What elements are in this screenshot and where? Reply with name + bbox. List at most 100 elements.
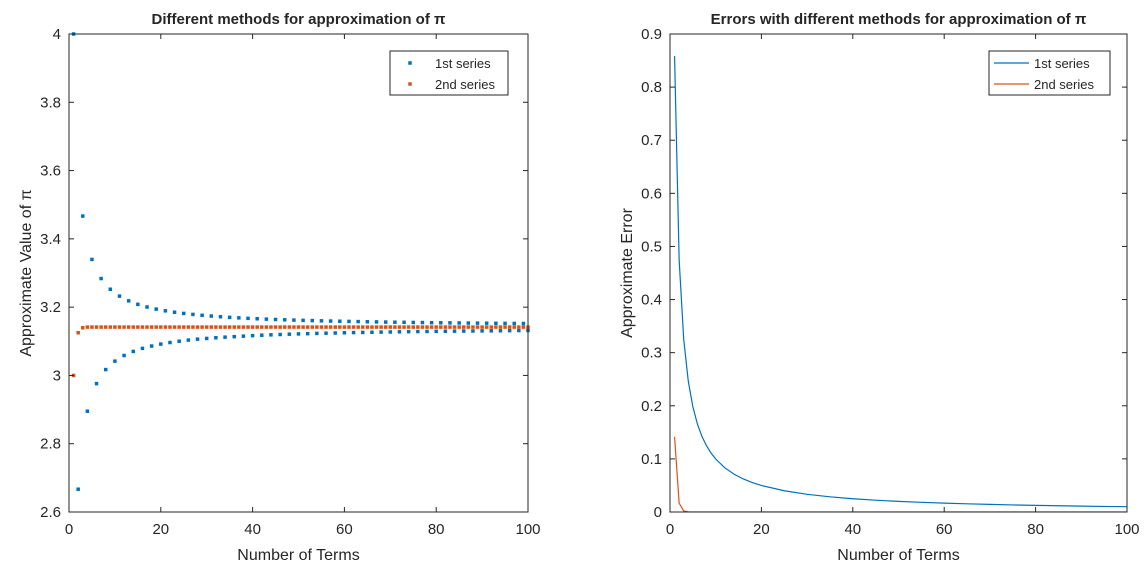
left-chart-series-1-point bbox=[145, 305, 149, 309]
left-chart-series-2-point bbox=[200, 325, 204, 329]
left-chart-series-2-point bbox=[237, 325, 241, 329]
left-chart-series-2-point bbox=[154, 325, 158, 329]
left-chart-series-1-point bbox=[168, 340, 172, 345]
left-chart-title: Different methods for approximation of π bbox=[152, 11, 447, 28]
right-chart-legend-label-2: 2nd series bbox=[1034, 77, 1094, 92]
left-chart-series-2-point bbox=[328, 325, 333, 329]
right-chart-y-tick-label: 0.5 bbox=[641, 238, 662, 255]
left-chart-series-2-point bbox=[370, 325, 374, 329]
right-chart-title: Errors with different methods for approx… bbox=[711, 11, 1087, 28]
right-chart-x-tick-label: 40 bbox=[844, 521, 861, 538]
left-chart-series-2-point bbox=[351, 325, 356, 329]
left-chart-series-2-point bbox=[383, 325, 388, 329]
left-chart-series-2-point bbox=[85, 325, 90, 329]
left-chart-series-2-point bbox=[172, 325, 177, 329]
left-chart-series-2-point bbox=[269, 325, 273, 329]
left-chart-series-2-point bbox=[305, 325, 310, 329]
left-chart-series-1-point bbox=[420, 320, 425, 325]
left-chart-series-2-point bbox=[195, 325, 200, 329]
left-chart-series-2-point bbox=[108, 325, 113, 329]
left-chart-series-1-point bbox=[503, 321, 507, 326]
left-chart-series-1-point bbox=[296, 332, 301, 336]
left-chart-series-2-point bbox=[126, 325, 131, 329]
left-chart-series-2-point bbox=[209, 325, 214, 329]
left-chart-y-axis-label: Approximate Value of π bbox=[18, 189, 35, 356]
left-chart-series-1-point bbox=[315, 331, 319, 336]
left-chart-series-1-point bbox=[76, 487, 80, 491]
left-chart-series-1-point bbox=[81, 214, 85, 218]
right-chart-y-tick-label: 0.9 bbox=[641, 26, 662, 43]
left-chart-series-1-point bbox=[278, 332, 282, 337]
left-chart-series-2-point bbox=[214, 325, 218, 329]
left-chart-series-2-point bbox=[517, 325, 521, 329]
left-chart-series-2-point bbox=[218, 325, 223, 329]
left-chart-plot-area bbox=[71, 32, 530, 491]
left-chart-series-1-point bbox=[204, 336, 209, 341]
left-chart-series-1-point bbox=[484, 321, 489, 325]
right-chart-y-tick-label: 0.7 bbox=[641, 132, 662, 149]
left-chart-series-2-point bbox=[177, 325, 181, 329]
left-chart-series-1-point bbox=[374, 320, 379, 324]
left-chart-series-2-point bbox=[90, 325, 94, 329]
left-chart-series-1-point bbox=[126, 299, 131, 303]
left-chart-series-1-point bbox=[214, 336, 218, 340]
right-chart-series-2 bbox=[673, 436, 1127, 512]
left-chart-series-1-point bbox=[521, 321, 526, 326]
left-chart-series-2-point bbox=[145, 325, 149, 329]
left-chart-series-1-point bbox=[452, 329, 457, 333]
left-chart-series-1-point bbox=[356, 319, 360, 324]
left-chart-series-2-point bbox=[388, 325, 393, 329]
left-chart-series-2-point bbox=[521, 325, 526, 329]
left-chart-legend-marker-2 bbox=[408, 82, 412, 86]
left-chart-series-2-point bbox=[342, 325, 347, 329]
left-chart-series-1-point bbox=[471, 329, 475, 333]
left-chart-series-2-point bbox=[475, 325, 480, 329]
left-chart-series-1-point bbox=[99, 276, 103, 281]
left-chart-series-2-point bbox=[402, 325, 406, 329]
left-chart-series-1-point bbox=[163, 309, 168, 313]
right-chart-y-tick-label: 0.4 bbox=[641, 292, 662, 309]
left-chart-series-2-point bbox=[94, 325, 99, 329]
left-chart-series-2-point bbox=[434, 325, 438, 329]
left-chart-series-2-point bbox=[140, 325, 145, 329]
left-chart-series-2-point bbox=[223, 325, 227, 329]
left-chart-series-1-point bbox=[443, 329, 448, 333]
right-chart-legend-label-1: 1st series bbox=[1034, 56, 1090, 71]
left-chart-series-2-point bbox=[333, 325, 337, 329]
left-chart-series-1-point bbox=[411, 320, 415, 325]
left-chart-series-2-point bbox=[159, 325, 163, 329]
left-chart-series-1-point bbox=[342, 331, 347, 335]
left-chart-series-1-point bbox=[466, 321, 471, 325]
left-chart-series-1-point bbox=[457, 321, 461, 325]
left-chart-series-1-point bbox=[282, 318, 287, 322]
left-chart-series-2-point bbox=[443, 325, 448, 329]
left-chart-series-2-point bbox=[429, 325, 434, 329]
left-chart-series-2-point bbox=[287, 325, 292, 329]
left-chart-series-2-point bbox=[232, 325, 236, 329]
left-chart-x-axis-label: Number of Terms bbox=[237, 547, 359, 564]
left-chart-series-2-point bbox=[168, 325, 172, 329]
left-chart-legend-label-1: 1st series bbox=[435, 56, 491, 71]
left-chart-axes-box bbox=[68, 33, 529, 513]
left-chart-legend-box bbox=[389, 50, 509, 96]
left-chart-series-2-point bbox=[227, 325, 232, 329]
right-chart-y-tick-label: 0.1 bbox=[641, 451, 662, 468]
right-chart-y-axis-label: Approximate Error bbox=[619, 207, 636, 337]
left-chart-series-2-point bbox=[416, 325, 420, 329]
left-chart-series-2-point bbox=[466, 325, 471, 329]
left-chart-series-2-point bbox=[461, 325, 466, 329]
left-chart-series-2-point bbox=[117, 325, 122, 329]
left-chart-series-1-point bbox=[232, 334, 236, 339]
left-chart-y-tick-label: 3.2 bbox=[40, 299, 61, 316]
left-chart-y-tick-label: 3.6 bbox=[40, 163, 61, 180]
left-chart-series-1-point bbox=[260, 333, 264, 337]
left-chart-series-1-point bbox=[448, 321, 452, 325]
left-chart-series-1-point bbox=[310, 318, 315, 323]
right-chart-x-tick-label: 0 bbox=[666, 521, 674, 538]
right-chart-y-tick-label: 0 bbox=[654, 504, 662, 521]
left-chart-series-1-point bbox=[200, 313, 204, 318]
left-chart-series-2-point bbox=[448, 325, 452, 329]
right-chart-series-1 bbox=[673, 56, 1128, 508]
left-chart-series-2-point bbox=[315, 325, 319, 329]
